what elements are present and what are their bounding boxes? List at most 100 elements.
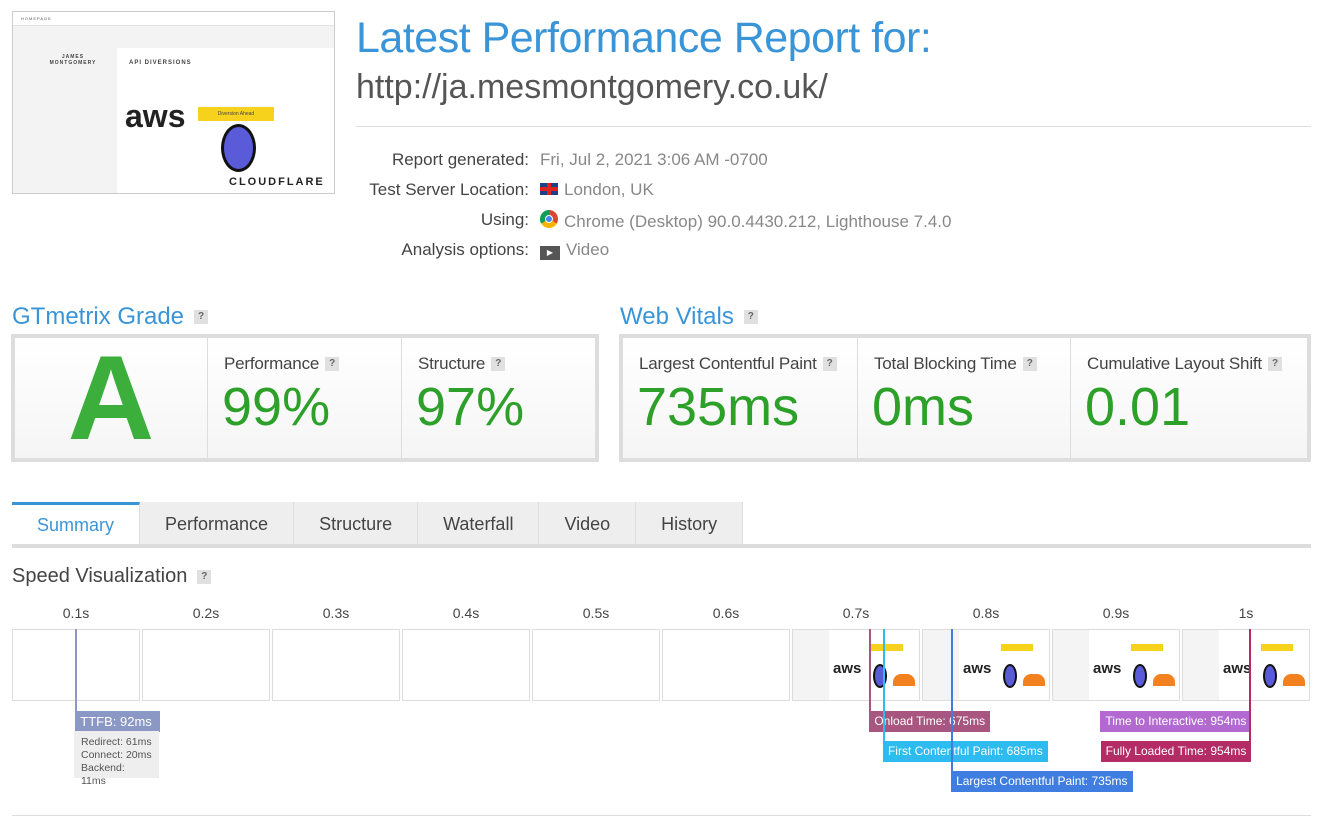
- lcp-cell: Largest Contentful Paint? 735ms: [623, 338, 858, 458]
- tab-performance[interactable]: Performance: [140, 502, 295, 544]
- screenshot-post-title: API DIVERSIONS: [129, 60, 192, 66]
- backend-time: Backend: 11ms: [81, 762, 125, 787]
- info-label: Test Server Location:: [369, 180, 529, 199]
- speed-visualization-title: Speed Visualization: [12, 565, 188, 587]
- info-label: Using:: [480, 210, 529, 229]
- info-value-text: Fri, Jul 2, 2021 3:06 AM -0700: [540, 150, 768, 169]
- filmstrip-frame[interactable]: [662, 629, 790, 701]
- time-tick: 0.3s: [322, 605, 350, 621]
- cls-value: 0.01: [1085, 377, 1191, 437]
- connect-time: Connect: 20ms: [81, 749, 152, 761]
- ttfb-details: Redirect: 61ms Connect: 20ms Backend: 11…: [74, 731, 159, 787]
- help-icon[interactable]: ?: [194, 310, 209, 324]
- tab-summary[interactable]: Summary: [12, 502, 141, 544]
- report-url: http://ja.mesmontgomery.co.uk/: [356, 68, 828, 106]
- help-icon[interactable]: ?: [743, 310, 758, 324]
- time-tick: 0.6s: [712, 605, 740, 621]
- timing-marker-line: [882, 629, 885, 741]
- filmstrip-frame[interactable]: [402, 629, 530, 701]
- grade-letter: A: [67, 331, 155, 465]
- performance-value: 99%: [222, 377, 331, 437]
- gtmetrix-grade-panel: A Performance? 99% Structure? 97%: [11, 334, 599, 462]
- performance-cell: Performance? 99%: [208, 338, 402, 458]
- web-vitals-panel: Largest Contentful Paint? 735ms Total Blo…: [619, 334, 1311, 462]
- timing-marker-label: Largest Contentful Paint: 735ms: [951, 771, 1133, 792]
- info-value-text: Chrome (Desktop) 90.0.4430.212, Lighthou…: [564, 211, 952, 231]
- filmstrip-frame[interactable]: [272, 629, 400, 701]
- web-vitals-title: Web Vitals: [620, 303, 734, 330]
- help-icon[interactable]: ?: [1022, 357, 1037, 371]
- structure-cell: Structure? 97%: [402, 338, 595, 458]
- ttfb-marker-label: TTFB: 92ms: [75, 711, 161, 732]
- screenshot-nav: HOMEPAGE: [13, 12, 334, 26]
- info-value: ▶ Video: [540, 240, 609, 260]
- grade-cell: A: [15, 338, 208, 458]
- filmstrip-frame[interactable]: [532, 629, 660, 701]
- gtmetrix-grade-title: GTmetrix Grade: [12, 303, 185, 330]
- divider: [12, 815, 1311, 816]
- time-tick: 0.1s: [62, 605, 90, 621]
- divider: [356, 126, 1311, 127]
- tbt-label: Total Blocking Time: [874, 354, 1017, 373]
- help-icon[interactable]: ?: [822, 357, 837, 371]
- web-vitals-heading: Web Vitals?: [620, 303, 758, 331]
- tab-structure[interactable]: Structure: [294, 502, 419, 544]
- tbt-cell: Total Blocking Time? 0ms: [858, 338, 1071, 458]
- aws-logo: aws: [125, 98, 186, 134]
- timing-marker-label: Fully Loaded Time: 954ms: [1100, 741, 1252, 762]
- time-tick: 0.4s: [452, 605, 480, 621]
- info-value-text: London, UK: [564, 180, 654, 199]
- tab-history[interactable]: History: [636, 502, 744, 544]
- lcp-label: Largest Contentful Paint: [639, 354, 817, 373]
- performance-label: Performance: [224, 354, 320, 373]
- parrot-image: [221, 124, 256, 172]
- info-value-text: Video: [566, 240, 610, 259]
- time-tick: 0.9s: [1102, 605, 1130, 621]
- timing-marker-label: Onload Time: 675ms: [869, 711, 991, 732]
- info-value: London, UK: [540, 180, 654, 200]
- timing-marker-line: [951, 629, 954, 771]
- info-value: Chrome (Desktop) 90.0.4430.212, Lighthou…: [540, 210, 951, 233]
- tbt-value: 0ms: [872, 377, 975, 437]
- tab-video[interactable]: Video: [539, 502, 637, 544]
- help-icon[interactable]: ?: [197, 569, 212, 584]
- time-tick: 0.7s: [842, 605, 870, 621]
- time-tick: 0.2s: [192, 605, 220, 621]
- help-icon[interactable]: ?: [325, 357, 340, 371]
- filmstrip-frame[interactable]: [142, 629, 270, 701]
- info-label: Report generated:: [391, 150, 529, 169]
- structure-label: Structure: [418, 354, 486, 373]
- lcp-value: 735ms: [637, 377, 800, 437]
- page-screenshot: HOMEPAGE JAMES MONTGOMERY API DIVERSIONS…: [12, 11, 335, 194]
- gtmetrix-grade-heading: GTmetrix Grade?: [12, 303, 209, 331]
- filmstrip-frame[interactable]: aws: [792, 629, 920, 701]
- timing-marker-label: Time to Interactive: 954ms: [1100, 711, 1252, 732]
- ttfb-marker-line: [75, 629, 78, 711]
- speed-visualization-heading: Speed Visualization?: [12, 565, 212, 588]
- chrome-icon: [540, 210, 558, 233]
- timing-marker-label: First Contentful Paint: 685ms: [882, 741, 1048, 762]
- cls-label: Cumulative Layout Shift: [1087, 354, 1262, 373]
- time-tick: 0.8s: [972, 605, 1000, 621]
- structure-value: 97%: [416, 377, 525, 437]
- report-title: Latest Performance Report for:: [356, 14, 932, 62]
- timing-marker-line: [869, 629, 872, 711]
- help-icon[interactable]: ?: [1267, 357, 1282, 371]
- redirect-time: Redirect: 61ms: [81, 736, 152, 748]
- info-label: Analysis options:: [401, 240, 529, 259]
- video-icon: ▶: [540, 240, 560, 260]
- diversion-sign: Diversion Ahead: [198, 107, 274, 121]
- report-tabs: Summary Performance Structure Waterfall …: [12, 502, 1311, 548]
- uk-flag-icon: [540, 180, 558, 200]
- filmstrip-frame[interactable]: aws: [922, 629, 1050, 701]
- timing-marker-line: [1249, 629, 1252, 741]
- help-icon[interactable]: ?: [491, 357, 506, 371]
- tab-waterfall[interactable]: Waterfall: [418, 502, 540, 544]
- filmstrip-frame[interactable]: aws: [1052, 629, 1180, 701]
- cls-cell: Cumulative Layout Shift? 0.01: [1071, 338, 1307, 458]
- time-tick: 1s: [1238, 605, 1254, 621]
- screenshot-author: JAMES MONTGOMERY: [49, 54, 97, 66]
- info-value: Fri, Jul 2, 2021 3:06 AM -0700: [540, 150, 768, 170]
- filmstrip-frame[interactable]: aws: [1182, 629, 1310, 701]
- time-tick: 0.5s: [582, 605, 610, 621]
